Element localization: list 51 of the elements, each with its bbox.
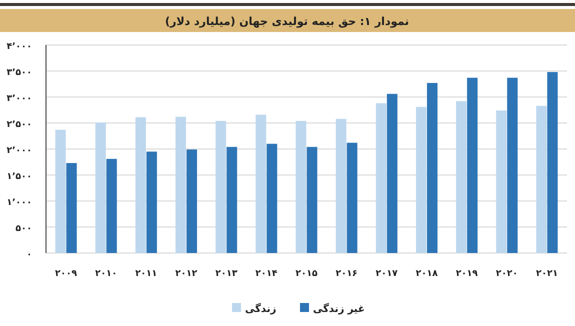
x-tick-label: ۲۰۲۰ [496,269,518,279]
y-tick-label: ۳٬۵۰۰ [6,68,32,78]
x-tick-label: ۲۰۱۰ [95,269,118,279]
x-tick-label: ۲۰۱۶ [336,269,358,279]
bar [216,120,226,253]
x-tick-label: ۲۰۲۱ [536,269,558,279]
y-tick-label: ۳٬۰۰۰ [6,94,32,104]
bar [66,163,77,253]
bar [176,116,186,253]
y-tick-label: ۱٬۰۰۰ [6,198,32,208]
bar [547,72,558,253]
bar [266,144,278,253]
y-tick-label: ۲٬۰۰۰ [6,146,32,156]
x-tick-label: ۲۰۱۴ [255,269,278,279]
x-tick-label: ۲۰۰۹ [55,269,78,279]
bar [386,94,398,253]
bar [376,103,386,253]
y-tick-label: ۴٬۰۰۰ [6,42,32,52]
y-tick-label: ۰ [26,250,32,260]
bar [146,152,157,253]
bar [536,106,547,253]
x-tick-label: ۲۰۱۷ [376,269,398,279]
bar [306,146,318,253]
bar [426,82,438,253]
bar [496,110,507,253]
bar [346,142,358,253]
bar [95,122,106,253]
bar [507,78,518,253]
y-tick-label: ۲٬۵۰۰ [6,120,32,130]
bar [106,158,117,253]
bar [336,118,346,253]
x-tick-label: ۲۰۱۲ [175,269,198,279]
bar [226,146,238,253]
chart-title: نمودار ۱: حق بیمه تولیدی جهان (میلیارد دلار) [165,15,409,28]
x-tick-label: ۲۰۱۸ [416,269,438,279]
x-tick-label: ۲۰۱۵ [296,269,318,279]
bar [456,101,467,253]
bar [135,117,146,253]
y-tick-label: ۵۰۰ [16,224,32,234]
bar [186,150,198,253]
x-tick-label: ۲۰۱۹ [456,269,478,279]
bar [296,120,306,253]
bar [467,78,478,253]
y-tick-label: ۱٬۵۰۰ [6,172,32,182]
bar [256,114,266,253]
x-tick-label: ۲۰۱۳ [215,269,238,279]
legend-label: زندگی [245,302,276,315]
x-tick-label: ۲۰۱۱ [135,269,158,279]
legend-label: غیر زندگی [313,302,365,315]
bar [55,130,66,253]
bar [416,106,426,253]
